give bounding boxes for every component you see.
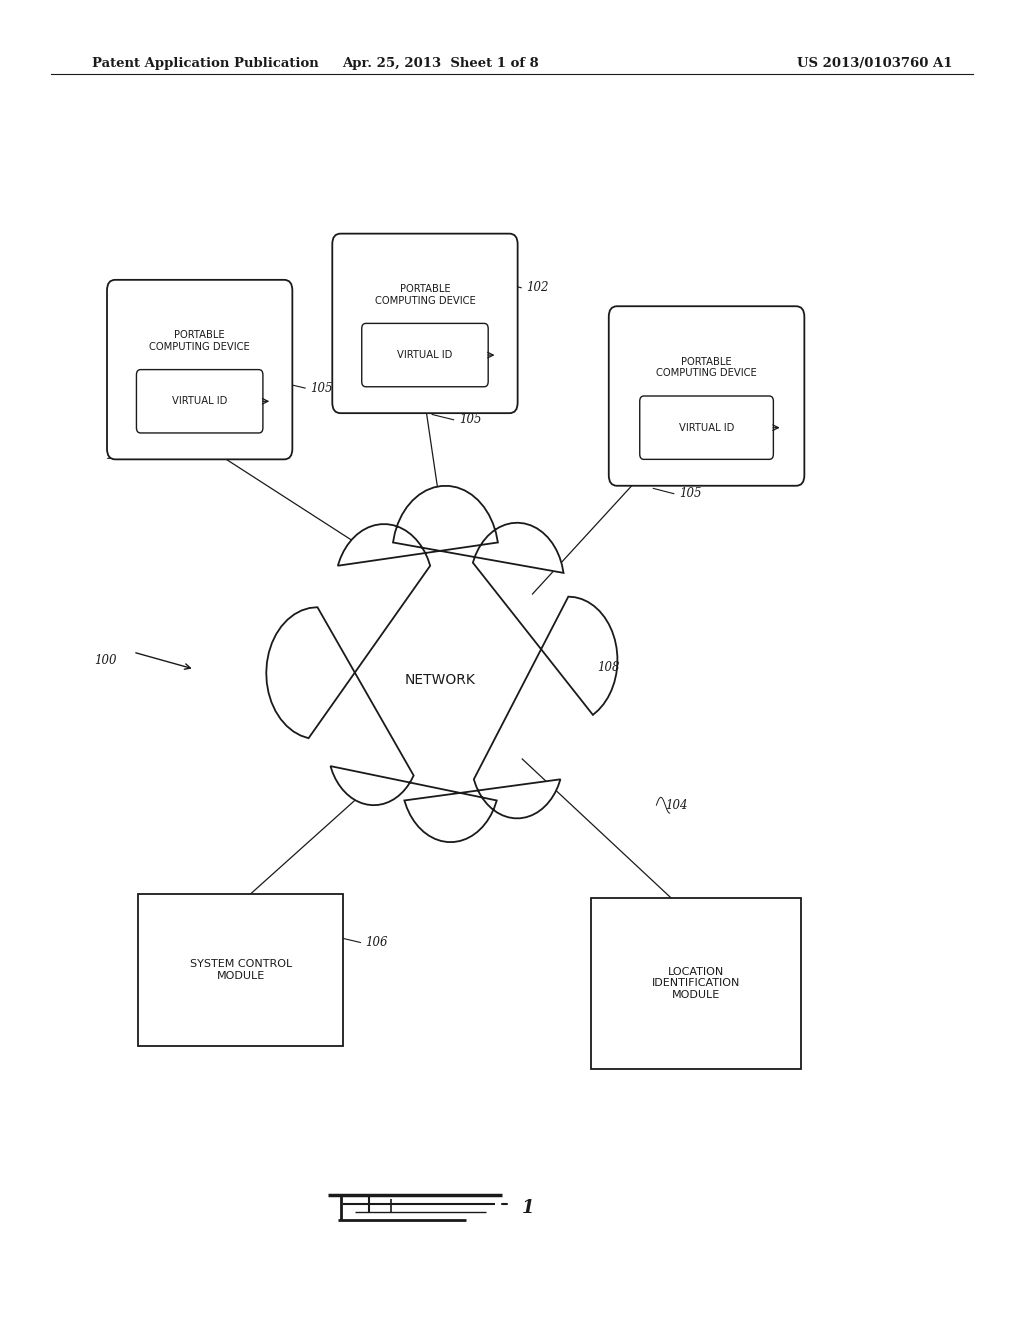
Text: 1: 1 bbox=[522, 1199, 535, 1217]
Text: 105: 105 bbox=[679, 487, 701, 500]
Text: 105: 105 bbox=[310, 381, 333, 395]
Text: 102: 102 bbox=[105, 449, 128, 462]
Text: 104: 104 bbox=[666, 799, 688, 812]
FancyBboxPatch shape bbox=[108, 280, 293, 459]
Text: Patent Application Publication: Patent Application Publication bbox=[92, 57, 318, 70]
FancyBboxPatch shape bbox=[361, 323, 488, 387]
Text: PORTABLE
COMPUTING DEVICE: PORTABLE COMPUTING DEVICE bbox=[656, 356, 757, 379]
Text: 108: 108 bbox=[597, 661, 620, 675]
Text: 102: 102 bbox=[526, 281, 549, 294]
Text: VIRTUAL ID: VIRTUAL ID bbox=[679, 422, 734, 433]
Text: Apr. 25, 2013  Sheet 1 of 8: Apr. 25, 2013 Sheet 1 of 8 bbox=[342, 57, 539, 70]
Text: 100: 100 bbox=[94, 653, 117, 667]
FancyBboxPatch shape bbox=[332, 234, 517, 413]
Text: VIRTUAL ID: VIRTUAL ID bbox=[172, 396, 227, 407]
Polygon shape bbox=[266, 486, 617, 842]
FancyBboxPatch shape bbox=[608, 306, 804, 486]
Text: PORTABLE
COMPUTING DEVICE: PORTABLE COMPUTING DEVICE bbox=[150, 330, 250, 352]
Bar bbox=[592, 898, 801, 1069]
Text: 102: 102 bbox=[669, 310, 691, 323]
Text: 105: 105 bbox=[459, 413, 481, 426]
Text: VIRTUAL ID: VIRTUAL ID bbox=[397, 350, 453, 360]
Text: US 2013/0103760 A1: US 2013/0103760 A1 bbox=[797, 57, 952, 70]
Text: PORTABLE
COMPUTING DEVICE: PORTABLE COMPUTING DEVICE bbox=[375, 284, 475, 306]
Text: NETWORK: NETWORK bbox=[404, 673, 476, 686]
FancyBboxPatch shape bbox=[640, 396, 773, 459]
Bar bbox=[138, 895, 343, 1045]
Text: SYSTEM CONTROL
MODULE: SYSTEM CONTROL MODULE bbox=[189, 960, 292, 981]
Text: LOCATION
IDENTIFICATION
MODULE: LOCATION IDENTIFICATION MODULE bbox=[652, 966, 740, 1001]
Text: 106: 106 bbox=[366, 936, 388, 949]
FancyBboxPatch shape bbox=[136, 370, 263, 433]
